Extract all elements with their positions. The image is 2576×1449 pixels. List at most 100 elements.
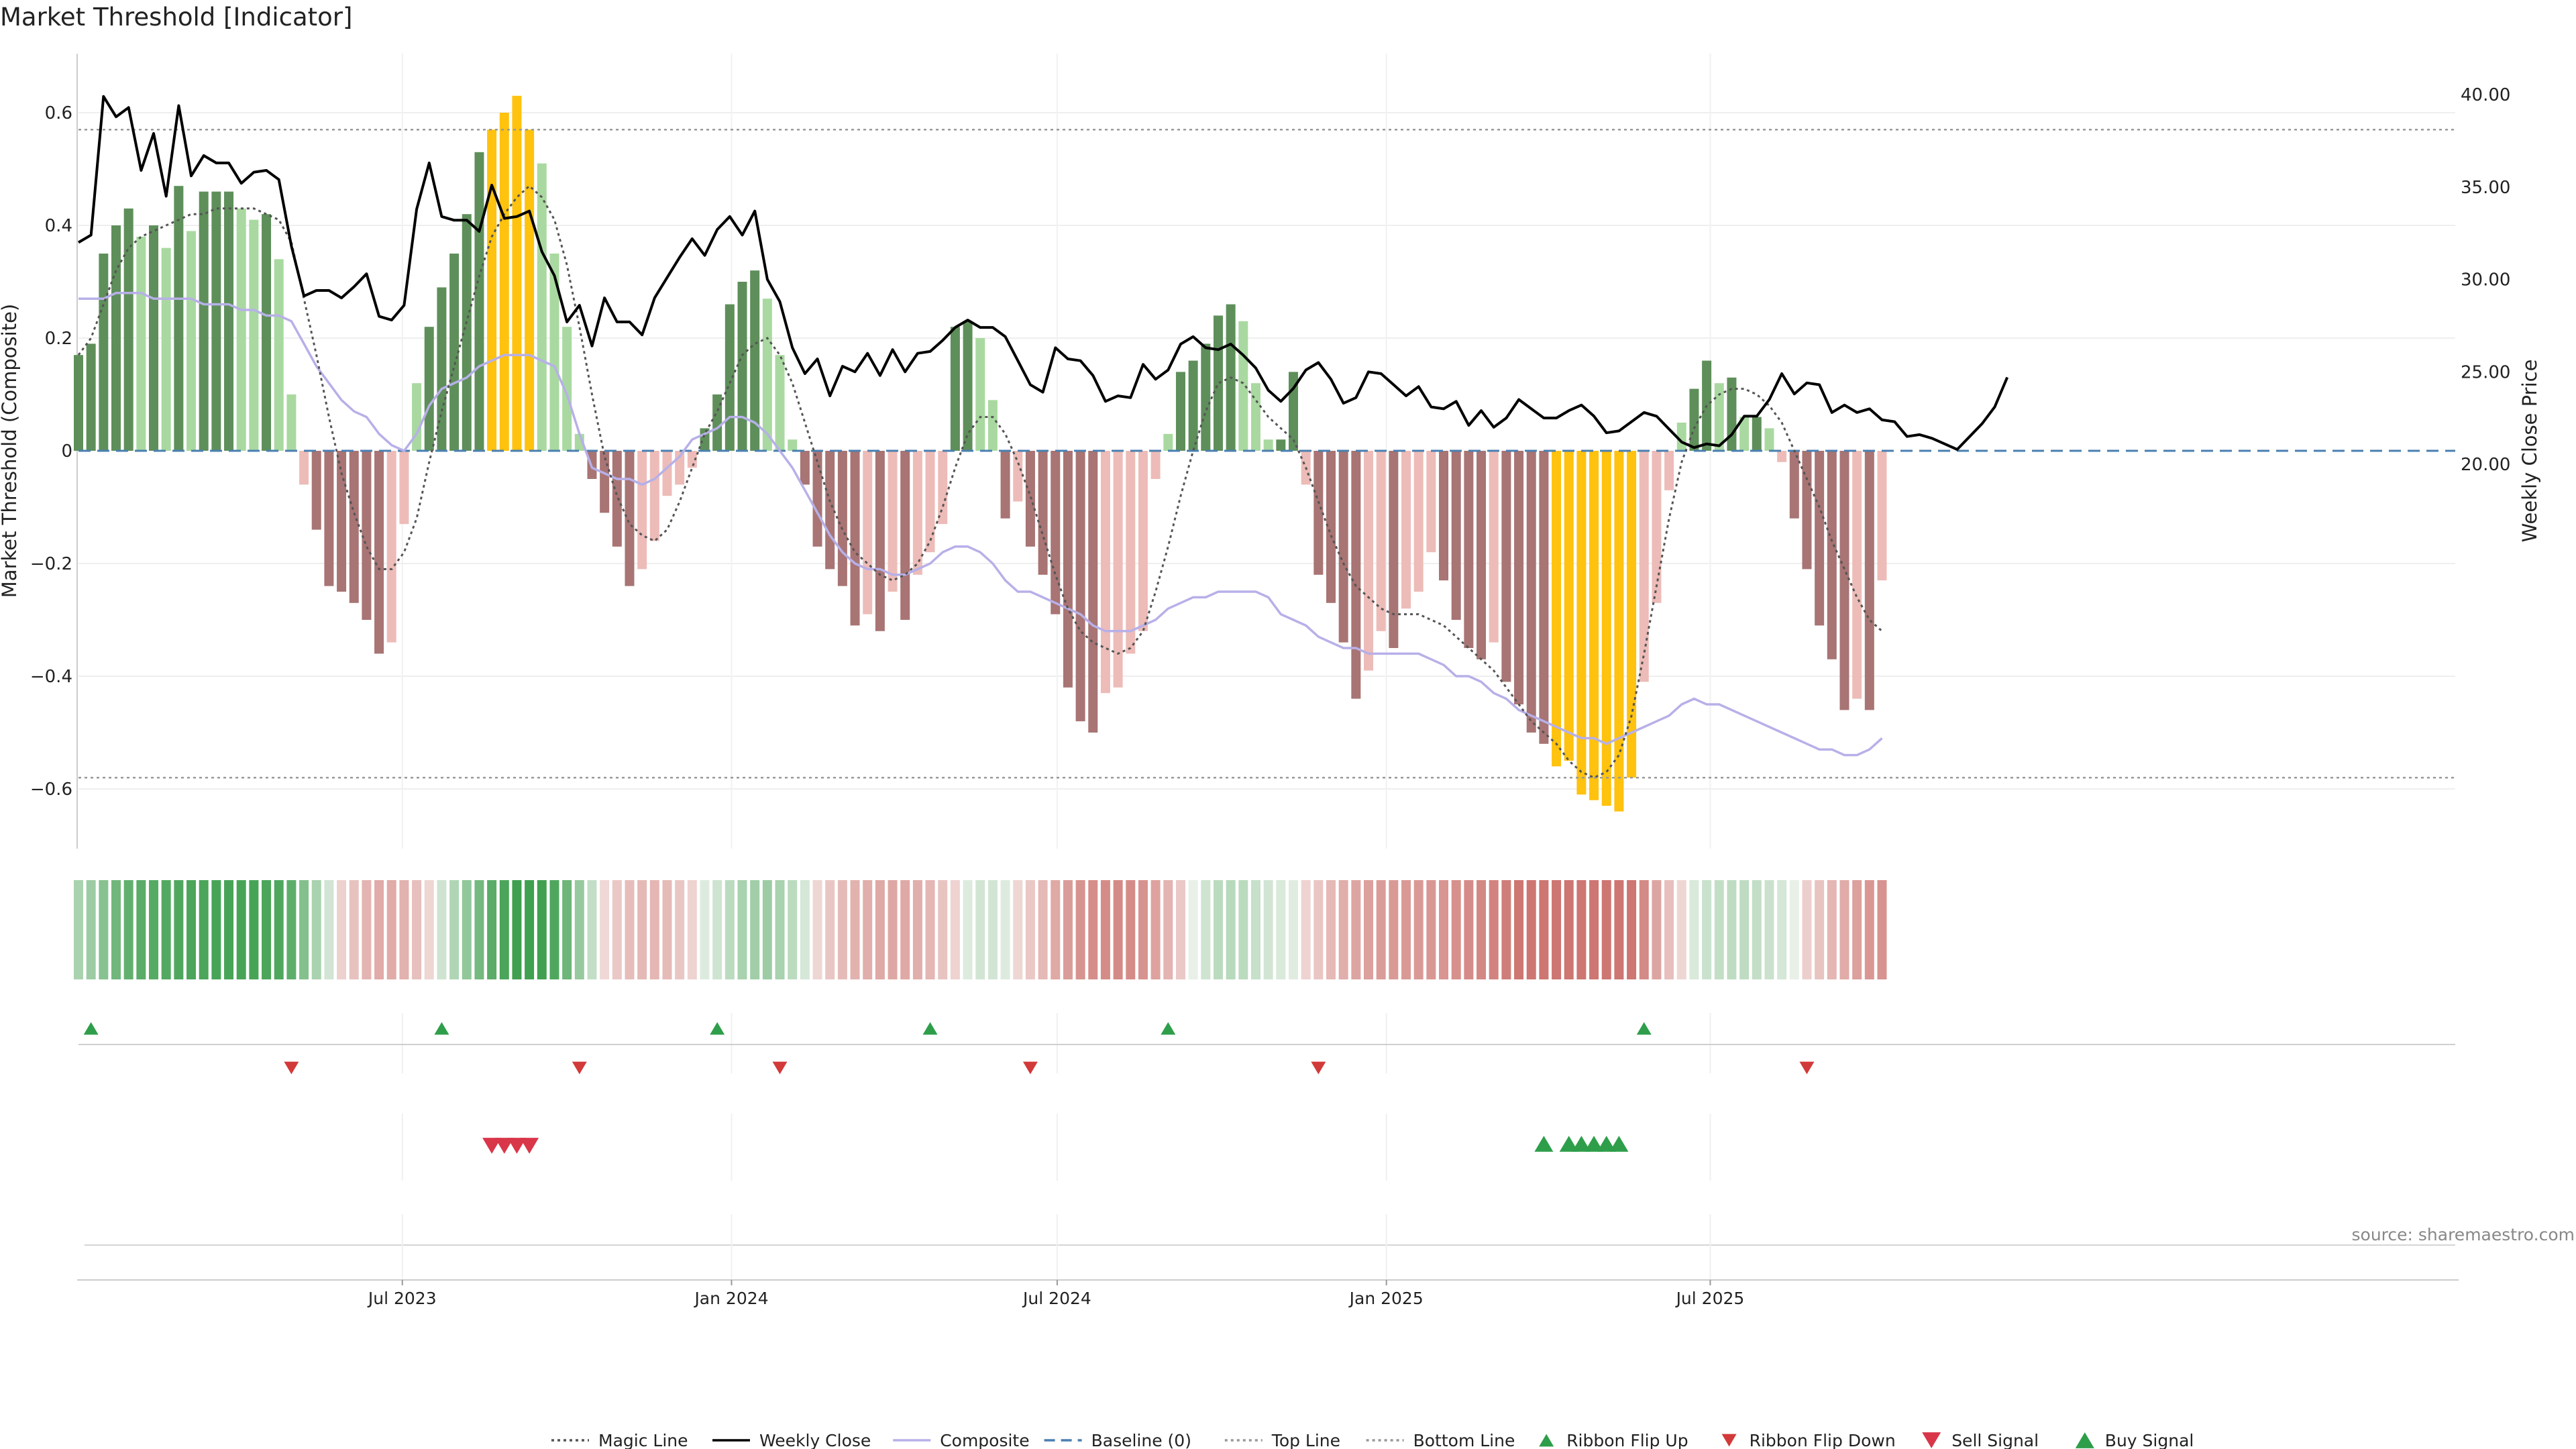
composite-bar [161, 248, 171, 451]
composite-bar [1100, 451, 1110, 694]
ribbon-cell [149, 880, 159, 979]
ribbon-cell [574, 880, 584, 979]
x-tick-label: Jan 2024 [693, 1289, 768, 1308]
composite-bar [812, 451, 822, 547]
left-tick-label: 0 [61, 441, 72, 462]
weekly-close-line [77, 95, 2009, 451]
composite-bar [1526, 451, 1536, 733]
ribbon-cell [625, 880, 635, 979]
ribbon-cell [1413, 880, 1424, 979]
composite-bar [1689, 388, 1699, 451]
composite-bar [86, 343, 96, 451]
ribbon-cell [675, 880, 685, 979]
ribbon-cell [1589, 880, 1599, 979]
ribbon-cell [562, 880, 572, 979]
composite-bar [1175, 372, 1185, 451]
ribbon-flip-down-marker [284, 1061, 299, 1075]
ribbon-cell [1051, 880, 1061, 979]
ribbon-cell [123, 880, 133, 979]
ribbon-cell [1764, 880, 1774, 979]
composite-bar [963, 321, 973, 451]
ribbon-cell [900, 880, 910, 979]
composite-bar [525, 129, 535, 451]
ribbon-cell [1126, 880, 1136, 979]
signal-panel [85, 1114, 2455, 1280]
composite-bar [186, 231, 197, 451]
composite-bar [224, 191, 234, 451]
right-tick-label: 25.00 [2461, 362, 2510, 382]
ribbon-cell [399, 880, 409, 979]
ribbon-cell [1639, 880, 1649, 979]
composite-bar [625, 451, 635, 586]
ribbon-cell [912, 880, 922, 979]
ribbon-cell [199, 880, 209, 979]
composite-bar [1451, 451, 1461, 620]
legend: Magic Line Weekly Close Composite Baseline … [551, 1431, 2194, 1449]
buy-signal-marker [1534, 1136, 1554, 1152]
composite-bar [99, 254, 109, 451]
composite-bar [74, 355, 83, 451]
ribbon-cell [1727, 880, 1737, 979]
composite-bar [199, 191, 209, 451]
ribbon-cell [1263, 880, 1273, 979]
ribbon-flip-up-marker [434, 1022, 449, 1035]
composite-bar [462, 214, 472, 451]
ribbon-cell [587, 880, 597, 979]
ribbon-cell [1150, 880, 1161, 979]
ribbon-cell [1175, 880, 1185, 979]
ribbon-cell [286, 880, 297, 979]
composite-bar [600, 451, 610, 513]
ribbon-cell [1815, 880, 1825, 979]
composite-bar [1589, 451, 1599, 800]
ribbon-cell [1852, 880, 1862, 979]
ribbon-cell [549, 880, 559, 979]
composite-bar [1815, 451, 1825, 626]
legend-item: Ribbon Flip Down [1721, 1431, 1896, 1449]
sell-signal-marker [482, 1138, 502, 1154]
ribbon-cell [1188, 880, 1198, 979]
ribbon-cell [825, 880, 835, 979]
composite-bar [724, 304, 735, 451]
composite-bar [1113, 451, 1123, 688]
composite-bar [1501, 451, 1511, 682]
composite-bar [537, 163, 547, 451]
ribbon-flip-down-marker [1311, 1061, 1326, 1075]
left-axis-label: Market Threshold (Composite) [0, 304, 21, 598]
composite-bar [712, 394, 722, 451]
composite-bar [1063, 451, 1073, 688]
ribbon-cell [850, 880, 860, 979]
ribbon-cell [1627, 880, 1637, 979]
composite-bar [1764, 428, 1774, 451]
ribbon-flip-down-marker [1799, 1061, 1815, 1075]
composite-bar [1150, 451, 1161, 479]
ribbon-cell [1789, 880, 1799, 979]
composite-bar [863, 451, 873, 614]
legend-marker [2075, 1432, 2094, 1448]
composite-bar [1338, 451, 1348, 643]
ribbon-cell [512, 880, 522, 979]
composite-bar [1038, 451, 1048, 575]
ribbon-cell [437, 880, 447, 979]
composite-bar [837, 451, 847, 586]
ribbon-cell [262, 880, 272, 979]
ribbon-cell [1000, 880, 1010, 979]
composite-bar [1752, 417, 1762, 451]
composite-bar [737, 282, 747, 451]
ribbon-cell [525, 880, 535, 979]
composite-bar [337, 451, 347, 592]
sell-signal-marker [494, 1138, 514, 1154]
composite-bar [286, 394, 297, 451]
composite-bar [1075, 451, 1085, 722]
composite-bar [311, 451, 321, 530]
ribbon-cell [1526, 880, 1536, 979]
composite-bar [1138, 451, 1148, 631]
ribbon-cell [1138, 880, 1148, 979]
composite-bar [1827, 451, 1837, 659]
ribbon-cell [1702, 880, 1712, 979]
ribbon-cell [1439, 880, 1449, 979]
sell-signal-marker [520, 1138, 539, 1154]
ribbon-cell [74, 880, 83, 979]
composite-bar [412, 383, 422, 451]
ribbon-cell [812, 880, 822, 979]
